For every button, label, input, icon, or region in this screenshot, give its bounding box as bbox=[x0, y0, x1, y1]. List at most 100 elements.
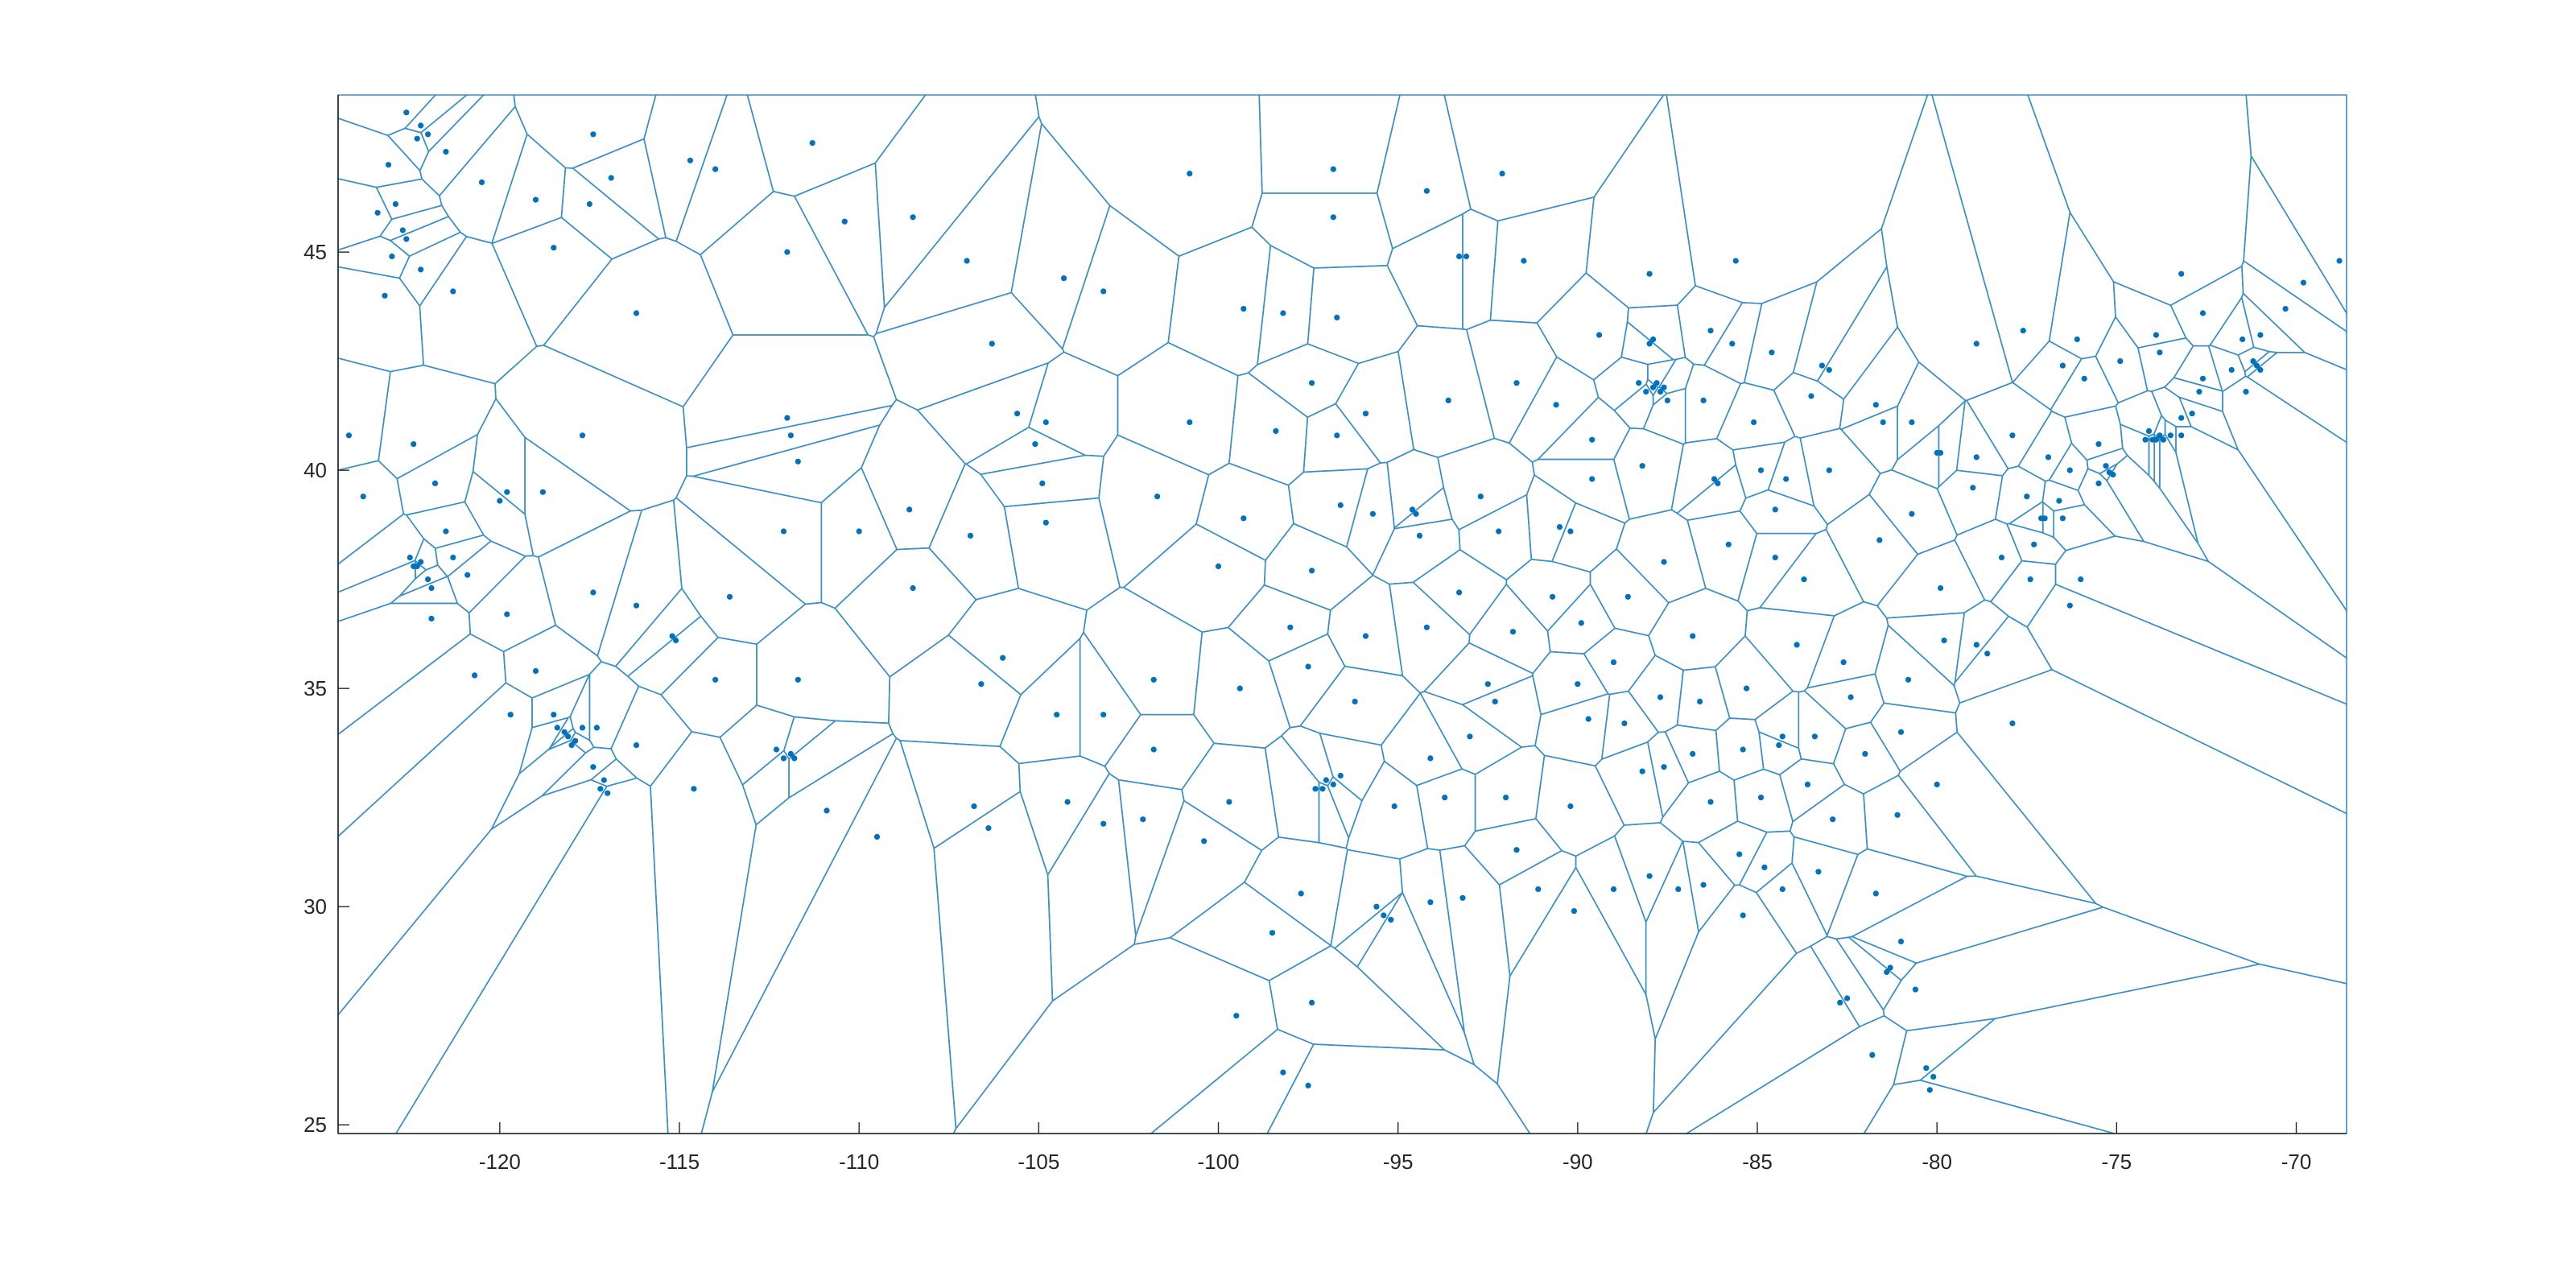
data-point bbox=[579, 432, 586, 439]
data-point bbox=[425, 576, 431, 583]
data-point bbox=[2199, 310, 2207, 316]
voronoi-cell bbox=[1670, 437, 1737, 514]
data-point bbox=[1700, 397, 1707, 403]
data-point bbox=[1776, 742, 1782, 749]
y-tick-label: 30 bbox=[303, 894, 327, 919]
data-point bbox=[478, 179, 485, 185]
data-point bbox=[1571, 908, 1577, 915]
voronoi-cell bbox=[675, 475, 823, 605]
voronoi-cell bbox=[2244, 350, 2279, 378]
voronoi-cell bbox=[614, 587, 702, 678]
voronoi-cell bbox=[1616, 509, 1707, 604]
voronoi-cell bbox=[1868, 469, 1958, 555]
data-point bbox=[1934, 781, 1940, 788]
data-point bbox=[1970, 485, 1976, 491]
data-point bbox=[1589, 436, 1596, 443]
y-axis-ticks: 25 30 35 40 45 bbox=[303, 240, 349, 1137]
voronoi-cell bbox=[898, 740, 1022, 849]
data-point bbox=[1639, 463, 1645, 469]
data-point bbox=[1550, 593, 1556, 600]
voronoi-cell bbox=[447, 540, 527, 614]
data-point bbox=[1610, 659, 1617, 666]
data-point bbox=[2196, 389, 2202, 395]
data-point bbox=[2282, 306, 2289, 312]
data-point bbox=[2074, 336, 2080, 343]
data-point bbox=[1334, 432, 1340, 439]
voronoi-cell bbox=[434, 534, 493, 578]
voronoi-cell bbox=[1117, 778, 1185, 936]
data-point bbox=[1241, 515, 1247, 522]
data-point bbox=[2020, 328, 2026, 334]
data-point bbox=[568, 742, 575, 749]
voronoi-cell bbox=[1648, 587, 1748, 671]
data-point bbox=[1521, 258, 1527, 264]
data-point bbox=[597, 786, 604, 792]
voronoi-cell bbox=[419, 94, 516, 197]
voronoi-cell bbox=[1715, 717, 1765, 781]
voronoi-cell bbox=[1302, 403, 1382, 473]
data-point bbox=[1912, 986, 1918, 993]
data-point bbox=[425, 131, 431, 138]
voronoi-cell bbox=[1443, 94, 1666, 222]
data-point bbox=[572, 737, 579, 744]
data-point bbox=[1646, 341, 1653, 347]
data-point bbox=[1769, 349, 1775, 356]
data-point bbox=[2059, 515, 2066, 522]
voronoi-cell bbox=[1816, 265, 1899, 400]
data-point bbox=[1884, 968, 1890, 976]
voronoi-cell bbox=[1778, 758, 1846, 823]
voronoi-cell bbox=[1264, 734, 1320, 844]
data-point bbox=[2178, 271, 2185, 277]
data-point bbox=[1330, 781, 1336, 788]
data-point bbox=[1456, 253, 1463, 260]
voronoi-cell bbox=[741, 750, 790, 826]
data-point bbox=[1535, 886, 1542, 893]
data-point bbox=[1409, 506, 1416, 513]
x-tick-label: -80 bbox=[1922, 1150, 1952, 1174]
data-point bbox=[590, 131, 597, 138]
data-point bbox=[1100, 712, 1107, 718]
data-point bbox=[1513, 380, 1520, 386]
data-point bbox=[1154, 494, 1161, 500]
data-point bbox=[1442, 795, 1448, 801]
data-point bbox=[1869, 1051, 1876, 1058]
data-point bbox=[504, 611, 510, 617]
data-point bbox=[411, 563, 417, 570]
data-point bbox=[784, 415, 791, 421]
data-point bbox=[551, 245, 557, 251]
data-point bbox=[633, 602, 640, 609]
voronoi-cell bbox=[2150, 386, 2193, 427]
voronoi-cell bbox=[337, 633, 507, 838]
data-point bbox=[1707, 799, 1714, 805]
data-point bbox=[605, 790, 611, 796]
data-point bbox=[601, 777, 607, 783]
data-point bbox=[1352, 698, 1358, 705]
voronoi-cell bbox=[2207, 344, 2247, 393]
data-point bbox=[1578, 620, 1584, 626]
data-point bbox=[1064, 799, 1071, 805]
data-point bbox=[906, 506, 913, 513]
voronoi-cell bbox=[1439, 845, 1511, 1085]
voronoi-cell bbox=[1613, 822, 1684, 924]
data-point bbox=[784, 249, 791, 255]
voronoi-cell bbox=[1195, 462, 1294, 562]
data-point bbox=[809, 140, 815, 147]
data-point bbox=[554, 725, 560, 731]
data-point bbox=[910, 214, 916, 221]
data-point bbox=[1496, 528, 1502, 535]
voronoi-cell bbox=[928, 463, 1020, 601]
voronoi-cell bbox=[1955, 668, 2347, 985]
data-point bbox=[1761, 864, 1768, 870]
data-point bbox=[2167, 432, 2174, 439]
data-point bbox=[1876, 537, 1883, 543]
data-point bbox=[1973, 454, 1979, 460]
voronoi-cell bbox=[1880, 94, 2013, 402]
data-point bbox=[1553, 402, 1559, 408]
voronoi-cell bbox=[1589, 547, 1670, 637]
data-point bbox=[1567, 528, 1574, 535]
voronoi-cell bbox=[2026, 94, 2252, 307]
data-point bbox=[2056, 498, 2062, 504]
data-point bbox=[1862, 750, 1868, 758]
voronoi-cell bbox=[1732, 441, 1786, 499]
